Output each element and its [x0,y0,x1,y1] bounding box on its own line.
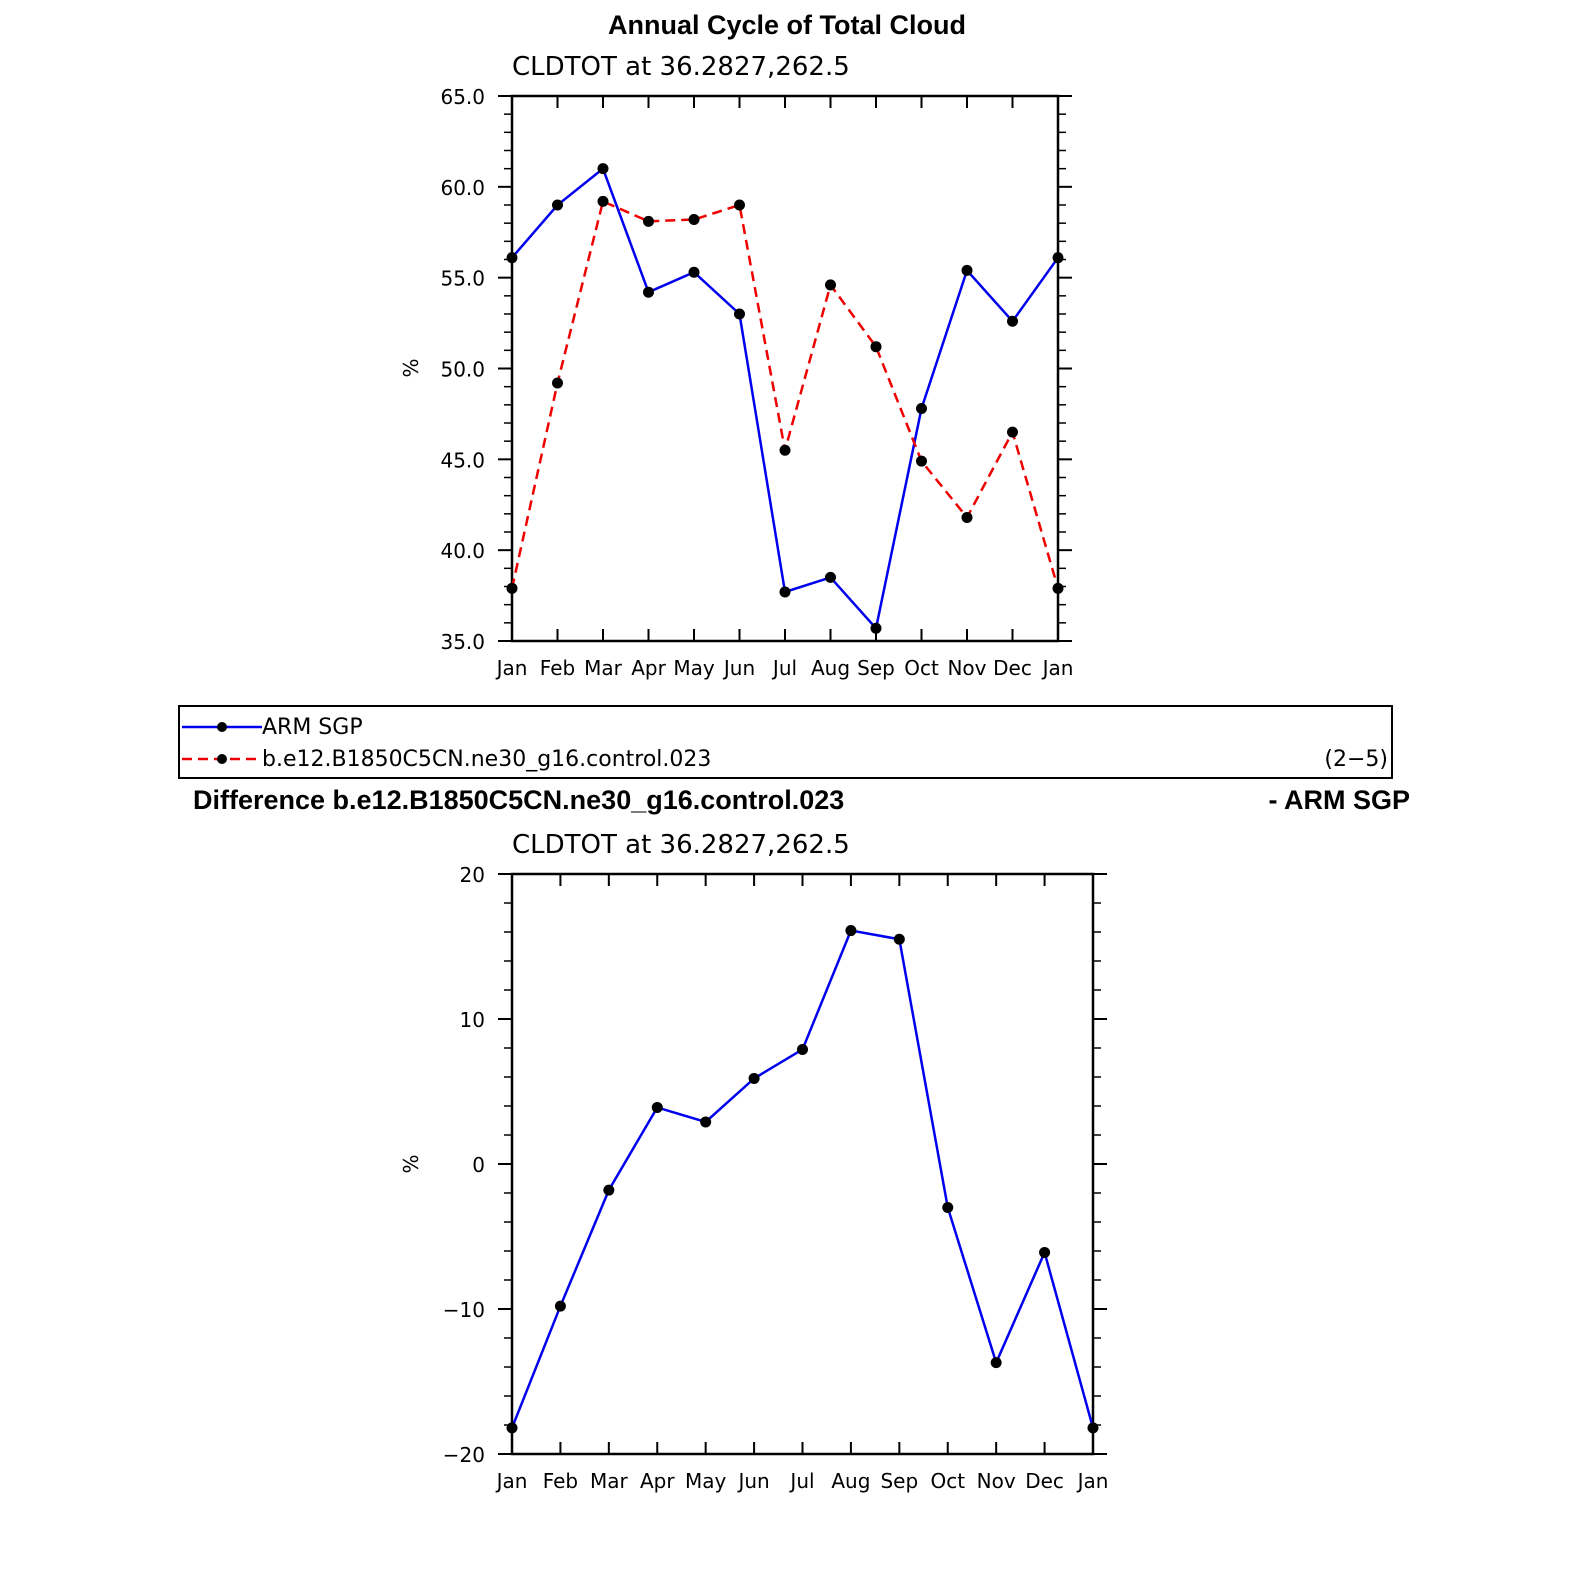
bottom-chart-series-0-line [510,929,1095,1429]
bottom-chart-x-tick-label: Jan [495,1469,528,1493]
top-chart-series-1-line [510,199,1060,589]
bottom-chart-x-tick-label: May [685,1469,727,1493]
bottom-chart-series-0-point [1039,1246,1051,1258]
bottom-chart: CLDTOT at 36.2827,262.5 % Jan Feb Mar Apr Ma… [399,830,1108,1493]
top-chart-y-tick-label: 45.0 [440,448,485,472]
top-chart-series-1-point [643,215,654,227]
legend-item-model: b.e12.B1850C5CN.ne30_g16.control.023 [262,747,711,772]
legend-panel-index: (2−5) [1324,747,1388,772]
top-chart-series-0-point [870,622,882,634]
legend: ARM SGP b.e12.B1850C5CN.ne30_g16.control… [178,705,1393,779]
bottom-chart-x-tick-label: Nov [977,1469,1016,1493]
top-chart-series-0-point [825,571,836,583]
bottom-chart-y-tick-label: 0 [472,1153,485,1177]
top-chart-x-tick-label: Oct [904,656,939,680]
bottom-chart-y-tick-label: 10 [460,1008,485,1032]
bottom-chart-series-0-point [554,1300,566,1312]
top-chart-x-tick-label: Sep [857,656,895,680]
top-chart-series-1-point [506,582,518,594]
bottom-chart-title-left: Difference b.e12.B1850C5CN.ne30_g16.cont… [193,785,844,815]
top-chart-x-tick-label: Apr [631,656,666,680]
bottom-chart-ylabel: % [399,1154,423,1173]
top-chart-series-1-point [825,279,836,291]
top-chart-x-tick-label: Jan [495,656,528,680]
bottom-chart-x-tick-label: Jul [788,1469,814,1493]
bottom-chart-x-tick-label: Apr [640,1469,675,1493]
top-chart-x-tick-label: Dec [993,656,1032,680]
top-chart-x-tick-label: Mar [584,656,623,680]
top-chart-series-0-point [1007,315,1018,327]
bottom-chart-series-0-point [651,1101,663,1113]
bottom-chart-x-tick-label: Feb [543,1469,578,1493]
bottom-chart-series-0-point [603,1184,615,1196]
top-chart-subtitle: CLDTOT at 36.2827,262.5 [512,52,850,82]
bottom-chart-y-tick-label: −20 [443,1443,485,1467]
top-chart-series-1-point [916,455,927,467]
bottom-chart-y-tick-label: −10 [443,1298,485,1322]
top-chart-x-tick-label: Nov [947,656,986,680]
bottom-chart-series-0-point [990,1357,1002,1369]
top-chart-series-0-point [961,264,973,276]
bottom-chart-series-0-point [845,925,857,937]
top-chart-series-0-point [552,199,563,211]
legend-item-obs: ARM SGP [262,715,363,740]
top-chart-y-tick-label: 55.0 [440,267,485,291]
bottom-chart-x-tick-label: Jan [1076,1469,1109,1493]
bottom-chart-series-0-point [942,1202,954,1213]
top-chart-series-1-point [597,195,609,207]
top-chart-y-tick-label: 40.0 [440,539,485,563]
bottom-chart-x-tick-label: Mar [590,1469,629,1493]
top-chart-series-1-point [961,511,973,523]
top-chart-series-1-point [734,199,745,211]
bottom-chart-series-0-point [700,1116,712,1128]
top-chart-series-1-point [552,377,563,389]
bottom-chart-y-tick-label: 20 [460,863,485,887]
top-chart-series-1-point [1052,582,1064,594]
top-chart-y-tick-label: 35.0 [440,630,485,654]
bottom-chart-title-right: - ARM SGP [1269,785,1411,815]
legend-obs-marker [217,722,227,732]
top-chart-ylabel: % [399,358,423,377]
top-chart-y-tick-label: 60.0 [440,176,485,200]
top-chart-plot-frame [510,94,1060,643]
top-chart-x-tick-label: Jul [771,656,797,680]
bottom-chart-series-0-point [506,1422,518,1434]
legend-box [178,705,1393,779]
bottom-chart-series-0-point [748,1072,760,1084]
top-chart-series-0-point [1052,252,1064,264]
top-chart-title: Annual Cycle of Total Cloud [608,10,966,40]
top-chart-series-0-point [779,586,791,598]
top-chart-y-tick-label: 50.0 [440,358,485,382]
top-chart-x-tick-label: Jun [722,656,755,680]
bottom-chart-x-tick-label: Sep [880,1469,918,1493]
top-chart-y-tick-label: 65.0 [440,85,485,109]
top-chart-series-0-point [734,308,745,320]
bottom-chart-x-tick-label: Dec [1025,1469,1064,1493]
top-chart-series-0-point [916,402,927,414]
legend-model-marker [217,754,227,764]
top-chart-series-0-point [597,163,609,175]
top-chart-series-1-point [870,341,882,353]
top-chart-x-tick-label: Aug [811,656,850,680]
top-chart-series-1-point [1007,426,1018,438]
top-chart-series-1-point [779,444,791,456]
top-chart-series-1-point [688,214,700,226]
top-chart-series-0-point [643,286,654,298]
bottom-chart-series-0-point [893,933,905,945]
top-chart-series-0-point [688,266,700,278]
top-chart-x-tick-label: Feb [540,656,575,680]
bottom-chart-series-0-point [797,1043,808,1055]
bottom-chart-x-tick-label: Jun [736,1469,769,1493]
top-chart: CLDTOT at 36.2827,262.5 % Jan Feb Mar Apr Ma… [399,52,1073,680]
bottom-chart-subtitle: CLDTOT at 36.2827,262.5 [512,830,850,860]
bottom-chart-plot-frame [510,872,1095,1456]
bottom-chart-x-tick-label: Aug [831,1469,870,1493]
top-chart-x-tick-label: May [673,656,715,680]
top-chart-series-0-point [506,252,518,264]
bottom-chart-x-tick-label: Oct [930,1469,965,1493]
top-chart-x-tick-label: Jan [1041,656,1074,680]
bottom-chart-series-0-point [1087,1422,1099,1434]
